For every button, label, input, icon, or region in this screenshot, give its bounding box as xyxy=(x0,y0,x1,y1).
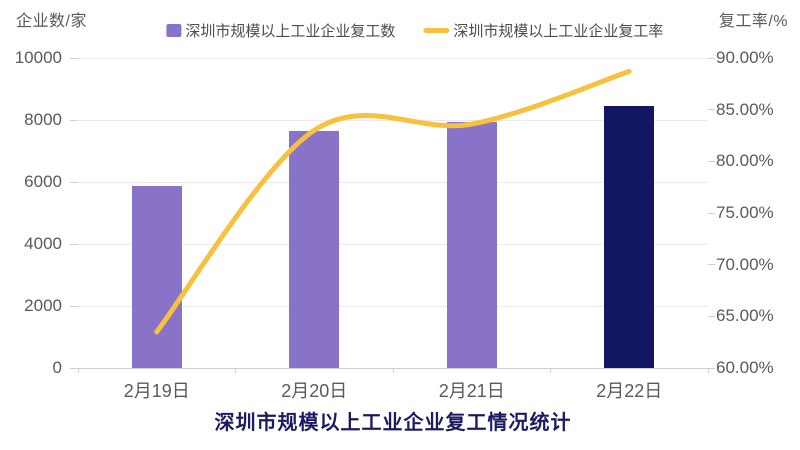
legend-item-bar-series[interactable]: 深圳市规模以上工业企业复工数 xyxy=(166,20,395,41)
x-axis-category-label: 2月21日 xyxy=(438,381,505,401)
left-axis-tick xyxy=(70,119,78,121)
left-axis-tick-label: 0 xyxy=(52,358,62,377)
left-axis-tick xyxy=(70,181,78,183)
left-axis-tick-label: 8000 xyxy=(24,110,62,129)
x-axis-category-label: 2月20日 xyxy=(281,381,348,401)
left-axis-tick xyxy=(70,57,78,59)
right-axis-tick-label: 60.00% xyxy=(716,358,774,377)
right-axis-title: 复工率/% xyxy=(718,13,788,30)
resumption-rate-line xyxy=(154,68,632,335)
bar xyxy=(604,105,655,368)
left-axis-tick-label: 10000 xyxy=(14,48,62,67)
x-axis-tick xyxy=(707,368,709,373)
left-axis-tick-label: 6000 xyxy=(24,172,62,191)
right-axis-tick xyxy=(708,264,715,266)
line-series-label: 深圳市规模以上工业企业复工率 xyxy=(453,23,664,40)
bar-series-label: 深圳市规模以上工业企业复工数 xyxy=(185,23,396,40)
legend-item-line-series[interactable]: 深圳市规模以上工业企业复工率 xyxy=(423,20,663,41)
bar xyxy=(131,186,182,368)
gridline xyxy=(78,57,708,59)
right-axis-tick xyxy=(708,212,715,214)
left-axis-tick xyxy=(70,243,78,245)
legend: 深圳市规模以上工业企业复工数 深圳市规模以上工业企业复工率 xyxy=(166,20,663,41)
x-axis-tick xyxy=(392,368,394,373)
right-axis-tick xyxy=(708,160,715,162)
left-axis-title: 企业数/家 xyxy=(16,13,87,30)
x-axis-tick xyxy=(550,368,551,373)
x-axis-category-label: 2月19日 xyxy=(123,381,190,401)
x-axis-category-label: 2月22日 xyxy=(596,381,663,401)
left-axis-tick xyxy=(70,367,78,369)
x-axis-tick xyxy=(235,368,236,373)
right-axis-tick-label: 70.00% xyxy=(716,254,774,274)
chart-title: 深圳市规模以上工业企业复工情况统计 xyxy=(214,412,572,434)
x-axis-tick xyxy=(77,368,79,373)
bar xyxy=(289,130,340,368)
left-axis-tick-label: 2000 xyxy=(24,296,62,315)
right-axis-tick-label: 80.00% xyxy=(716,151,774,171)
left-axis-tick xyxy=(70,305,78,307)
right-axis-tick-label: 65.00% xyxy=(716,306,774,326)
right-axis-tick xyxy=(708,109,715,111)
right-axis-tick xyxy=(708,315,715,317)
right-axis-tick-label: 85.00% xyxy=(716,99,774,119)
bar xyxy=(446,121,497,368)
right-axis-tick xyxy=(708,367,715,369)
line-series-swatch-icon xyxy=(423,28,450,33)
left-axis-tick-label: 4000 xyxy=(24,234,62,253)
bar-series-swatch-icon xyxy=(166,24,182,37)
right-axis-tick-label: 75.00% xyxy=(716,203,774,222)
right-axis-tick-label: 90.00% xyxy=(716,48,774,67)
right-axis-tick xyxy=(708,57,715,59)
